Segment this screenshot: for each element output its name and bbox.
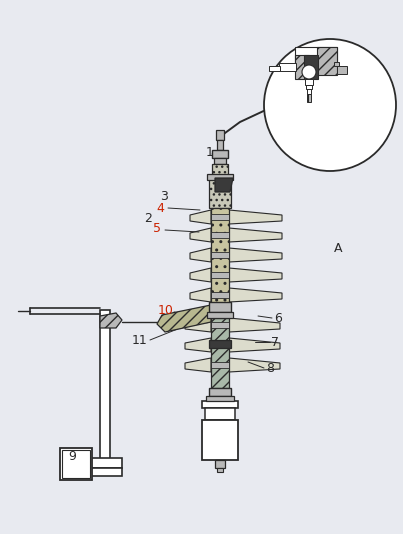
Polygon shape: [229, 358, 280, 372]
Bar: [207, 312, 233, 318]
Text: 1: 1: [206, 145, 214, 159]
Polygon shape: [229, 248, 282, 262]
Polygon shape: [185, 338, 211, 352]
Bar: [295, 55, 309, 79]
Polygon shape: [229, 268, 282, 282]
Bar: [217, 468, 223, 472]
Bar: [209, 340, 231, 348]
Bar: [211, 232, 229, 238]
Bar: [334, 62, 339, 66]
Bar: [217, 140, 223, 150]
Polygon shape: [215, 178, 233, 192]
Polygon shape: [100, 313, 122, 328]
Text: 8: 8: [266, 362, 274, 374]
Bar: [214, 158, 226, 164]
Polygon shape: [229, 210, 282, 224]
Bar: [211, 208, 229, 318]
Bar: [212, 164, 228, 178]
Bar: [307, 89, 311, 94]
Text: 2: 2: [144, 211, 152, 224]
Bar: [202, 401, 238, 408]
Polygon shape: [185, 318, 211, 332]
Bar: [211, 252, 229, 258]
Text: 10: 10: [158, 303, 174, 317]
Bar: [206, 396, 234, 401]
Bar: [80, 468, 122, 476]
Bar: [211, 318, 229, 388]
Text: 11: 11: [132, 334, 148, 347]
Bar: [211, 342, 229, 348]
Text: 9: 9: [68, 450, 76, 462]
Polygon shape: [157, 305, 211, 332]
Bar: [304, 55, 318, 79]
Polygon shape: [229, 338, 280, 352]
Bar: [305, 79, 313, 85]
Polygon shape: [229, 288, 282, 302]
Text: A: A: [334, 241, 342, 255]
Bar: [100, 310, 110, 470]
Text: 4: 4: [156, 201, 164, 215]
Bar: [62, 450, 90, 478]
Polygon shape: [185, 358, 211, 372]
Bar: [209, 178, 231, 208]
Ellipse shape: [264, 39, 396, 171]
Text: 7: 7: [271, 335, 279, 349]
Polygon shape: [190, 268, 211, 282]
Text: 3: 3: [160, 190, 168, 202]
Bar: [306, 85, 312, 89]
Ellipse shape: [302, 65, 316, 79]
Bar: [317, 47, 337, 75]
Text: 5: 5: [153, 222, 161, 234]
Bar: [307, 94, 311, 102]
Bar: [209, 388, 231, 396]
Polygon shape: [229, 228, 282, 242]
Bar: [211, 362, 229, 368]
Bar: [202, 420, 238, 460]
Polygon shape: [229, 318, 280, 332]
Bar: [211, 292, 229, 298]
Bar: [211, 214, 229, 220]
Polygon shape: [190, 210, 211, 224]
Bar: [211, 322, 229, 328]
Bar: [60, 448, 92, 480]
Bar: [215, 460, 225, 468]
Bar: [205, 408, 235, 420]
Bar: [211, 272, 229, 278]
Bar: [337, 66, 347, 74]
Polygon shape: [190, 248, 211, 262]
Polygon shape: [190, 288, 211, 302]
Bar: [209, 302, 231, 312]
Bar: [90, 458, 122, 468]
Bar: [295, 47, 337, 65]
Bar: [279, 63, 296, 71]
Bar: [212, 150, 228, 158]
Bar: [207, 174, 233, 180]
Text: 6: 6: [274, 311, 282, 325]
Bar: [269, 66, 280, 71]
Polygon shape: [190, 228, 211, 242]
Bar: [216, 130, 224, 140]
